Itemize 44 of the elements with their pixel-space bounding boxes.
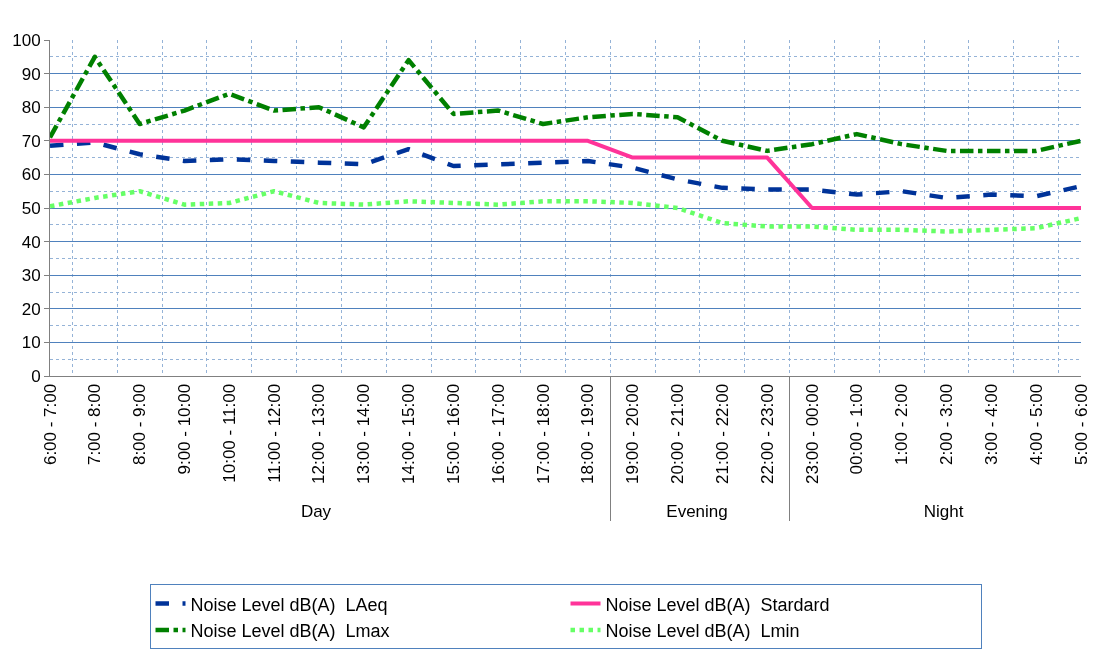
y-tick-label: 50 <box>21 198 41 218</box>
x-tick-label: 11:00 - 12:00 <box>264 383 284 483</box>
x-tick-label: 00:00 - 1:00 <box>847 383 867 475</box>
x-tick-label: 14:00 - 15:00 <box>399 383 419 484</box>
x-tick-label: 7:00 - 8:00 <box>85 383 105 466</box>
x-tick-label: 13:00 - 14:00 <box>354 383 374 484</box>
x-tick-label: 21:00 - 22:00 <box>712 383 732 484</box>
y-tick-label: 60 <box>21 165 41 185</box>
x-tick-label: 15:00 - 16:00 <box>443 383 463 484</box>
x-tick-label: 12:00 - 13:00 <box>309 383 329 484</box>
y-tick-label: 0 <box>31 366 41 386</box>
x-tick-label: 16:00 - 17:00 <box>488 383 508 484</box>
legend-label: Noise Level dB(A) Lmin <box>605 620 800 641</box>
legend-label: Noise Level dB(A) LAeq <box>190 594 388 615</box>
y-tick-label: 70 <box>21 131 41 151</box>
x-tick-label: 17:00 - 18:00 <box>533 383 553 484</box>
line-series <box>50 54 1081 154</box>
x-tick-label: 23:00 - 00:00 <box>802 383 822 484</box>
text: Evening <box>666 501 728 521</box>
x-tick-label: 6:00 - 7:00 <box>40 383 60 466</box>
y-tick-label: 30 <box>21 266 41 286</box>
x-tick-label: 1:00 - 2:00 <box>892 383 912 466</box>
y-tick-label: 90 <box>21 64 41 84</box>
legend-label: Noise Level dB(A) Stardard <box>605 594 830 615</box>
x-tick-label: 8:00 - 9:00 <box>130 383 150 466</box>
y-tick-label: 20 <box>21 299 41 319</box>
y-tick-label: 10 <box>21 333 41 353</box>
x-tick-label: 9:00 - 10:00 <box>175 383 194 475</box>
text: Day <box>300 501 332 521</box>
y-tick-label: 40 <box>21 232 41 252</box>
text: Night <box>923 501 964 521</box>
y-tick-label: 100 <box>12 30 41 50</box>
x-tick-label: 22:00 - 23:00 <box>757 383 777 484</box>
line-series <box>50 188 1081 234</box>
x-tick-label: 10:00 - 11:00 <box>219 383 239 483</box>
x-tick-label: 3:00 - 4:00 <box>981 383 1001 466</box>
y-tick-label: 80 <box>21 98 41 118</box>
x-tick-label: 18:00 - 19:00 <box>578 383 598 484</box>
x-tick-label: 2:00 - 3:00 <box>937 383 957 466</box>
x-tick-label: 5:00 - 6:00 <box>1071 383 1091 466</box>
x-tick-label: 20:00 - 21:00 <box>668 383 688 484</box>
x-tick-label: 4:00 - 5:00 <box>1026 383 1046 466</box>
legend-label: Noise Level dB(A) Lmax <box>190 620 390 641</box>
x-tick-label: 19:00 - 20:00 <box>623 383 643 484</box>
